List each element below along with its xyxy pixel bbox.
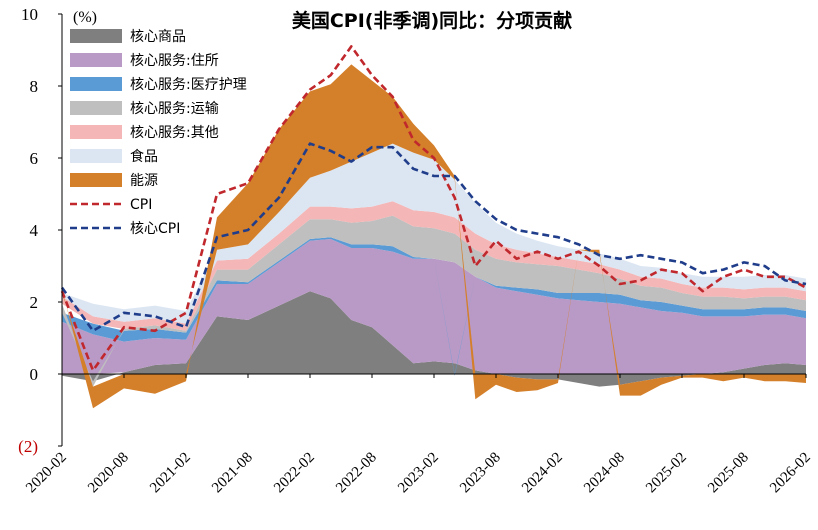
y-tick-label: (2)	[18, 437, 38, 456]
x-tick-label: 2021-08	[209, 450, 256, 497]
legend-swatch-核心服务-其他	[70, 125, 122, 139]
y-tick-label: 2	[30, 293, 39, 312]
y-tick-label: 10	[21, 5, 38, 24]
stacked-areas	[62, 64, 806, 409]
legend-label-核心服务-医疗护理: 核心服务:医疗护理	[130, 77, 247, 93]
legend-swatch-能源	[70, 173, 122, 187]
x-tick-label: 2023-02	[395, 450, 442, 497]
legend-swatch-食品	[70, 149, 122, 163]
x-tick-label: 2022-08	[333, 450, 380, 497]
legend-swatch-核心服务-运输	[70, 101, 122, 115]
y-tick-label: 6	[30, 149, 39, 168]
x-tick-label: 2025-02	[643, 450, 690, 497]
x-tick-label: 2023-08	[457, 450, 504, 497]
line-核心CPI	[60, 142, 807, 333]
legend-label-核心CPI: 核心CPI	[130, 221, 180, 237]
x-tick-label: 2020-02	[23, 450, 70, 497]
legend-label-食品: 食品	[130, 148, 158, 165]
legend-swatch-核心服务-医疗护理	[70, 77, 122, 91]
y-tick-label: 4	[30, 221, 39, 240]
y-tick-label: 0	[30, 365, 39, 384]
legend-label-核心服务-其他: 核心服务:其他	[130, 125, 219, 141]
x-tick-label: 2024-08	[581, 450, 628, 497]
y-tick-label: 8	[30, 77, 39, 96]
x-tick-label: 2021-02	[147, 450, 194, 497]
line-series	[60, 45, 807, 372]
legend-label-核心服务-运输: 核心服务:运输	[130, 101, 219, 117]
legend-swatch-核心服务-住所	[70, 53, 122, 67]
legend-label-CPI: CPI	[130, 197, 152, 213]
x-tick-label: 2025-08	[705, 450, 752, 497]
area-核心服务-其他	[62, 201, 806, 331]
legend-swatch-核心商品	[70, 29, 122, 43]
area-核心服务-运输	[62, 215, 806, 387]
legend-label-核心商品: 核心商品	[130, 29, 186, 45]
area-核心服务-住所	[62, 239, 806, 374]
x-tick-label: 2022-02	[271, 450, 318, 497]
area-核心商品	[62, 291, 806, 387]
x-tick-label: 2026-02	[767, 450, 814, 497]
x-tick-label: 2020-08	[85, 450, 132, 497]
chart-title: 美国CPI(非季调)同比：分项贡献	[292, 9, 572, 32]
area-食品	[62, 143, 806, 324]
area-核心服务-医疗护理	[62, 237, 806, 376]
x-tick-label: 2024-02	[519, 450, 566, 497]
y-axis-unit: (%)	[73, 9, 97, 26]
legend-label-能源: 能源	[130, 173, 158, 189]
legend-label-核心服务-住所: 核心服务:住所	[130, 53, 219, 69]
